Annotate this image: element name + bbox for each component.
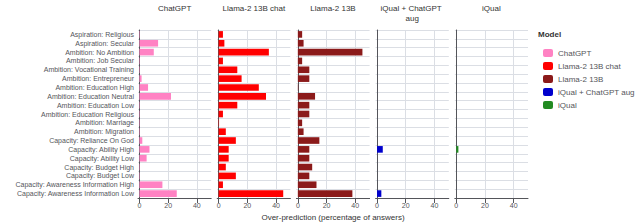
svg-text:40: 40 [510, 202, 518, 209]
svg-text:Capacity: Budget Low: Capacity: Budget Low [66, 172, 135, 180]
svg-text:iQual: iQual [482, 4, 501, 13]
svg-text:Over-prediction (percentage of: Over-prediction (percentage of answers) [261, 213, 405, 222]
svg-text:0: 0 [137, 202, 141, 209]
svg-text:Capacity: Budget High: Capacity: Budget High [64, 164, 134, 172]
svg-text:Capacity: Ability High: Capacity: Ability High [68, 146, 134, 154]
svg-text:Ambition: Education Neutral: Ambition: Education Neutral [47, 93, 134, 100]
svg-text:Model: Model [538, 30, 561, 39]
svg-text:Llama-2 13B chat: Llama-2 13B chat [222, 4, 285, 13]
svg-text:ChatGPT: ChatGPT [558, 49, 591, 58]
svg-text:0: 0 [454, 202, 458, 209]
svg-text:Ambition: Marriage: Ambition: Marriage [75, 119, 134, 127]
svg-text:Ambition: Job Secular: Ambition: Job Secular [66, 57, 135, 64]
svg-text:Llama-2 13B chat: Llama-2 13B chat [558, 62, 621, 71]
svg-text:Ambition: Vocational Training: Ambition: Vocational Training [44, 66, 134, 74]
svg-text:iQual + ChatGPT aug: iQual + ChatGPT aug [558, 88, 635, 97]
svg-text:ChatGPT: ChatGPT [158, 4, 191, 13]
svg-text:Aspiration: Secular: Aspiration: Secular [75, 40, 134, 48]
svg-text:Capacity: Reliance On God: Capacity: Reliance On God [49, 137, 134, 145]
svg-text:0: 0 [296, 202, 300, 209]
svg-text:20: 20 [402, 202, 410, 209]
svg-text:20: 20 [243, 202, 251, 209]
svg-text:Ambition: Entrepreneur: Ambition: Entrepreneur [62, 75, 135, 83]
svg-text:Aspiration: Religious: Aspiration: Religious [70, 31, 134, 39]
svg-text:Ambition: Education Low: Ambition: Education Low [57, 102, 135, 109]
svg-text:40: 40 [431, 202, 439, 209]
svg-text:Llama-2 13B: Llama-2 13B [310, 4, 355, 13]
svg-text:Ambition: Education Religious: Ambition: Education Religious [41, 111, 134, 119]
svg-text:Ambition: Migration: Ambition: Migration [74, 128, 134, 136]
svg-text:Capacity: Awareness Informatio: Capacity: Awareness Information High [15, 181, 134, 189]
svg-text:0: 0 [375, 202, 379, 209]
svg-text:Capacity: Awareness Informatio: Capacity: Awareness Information Low [17, 190, 135, 198]
svg-text:20: 20 [164, 202, 172, 209]
svg-text:Ambition: No Ambition: Ambition: No Ambition [65, 49, 134, 56]
svg-text:iQual + ChatGPT: iQual + ChatGPT [381, 4, 444, 13]
svg-text:20: 20 [323, 202, 331, 209]
svg-text:0: 0 [217, 202, 221, 209]
svg-text:40: 40 [272, 202, 280, 209]
svg-text:40: 40 [351, 202, 359, 209]
svg-text:Llama-2 13B: Llama-2 13B [558, 75, 603, 84]
svg-text:aug: aug [406, 14, 419, 23]
svg-text:Ambition: Education High: Ambition: Education High [55, 84, 134, 92]
svg-text:40: 40 [193, 202, 201, 209]
svg-text:20: 20 [481, 202, 489, 209]
svg-text:Capacity: Ability Low: Capacity: Ability Low [70, 155, 135, 163]
svg-text:iQual: iQual [558, 101, 577, 110]
